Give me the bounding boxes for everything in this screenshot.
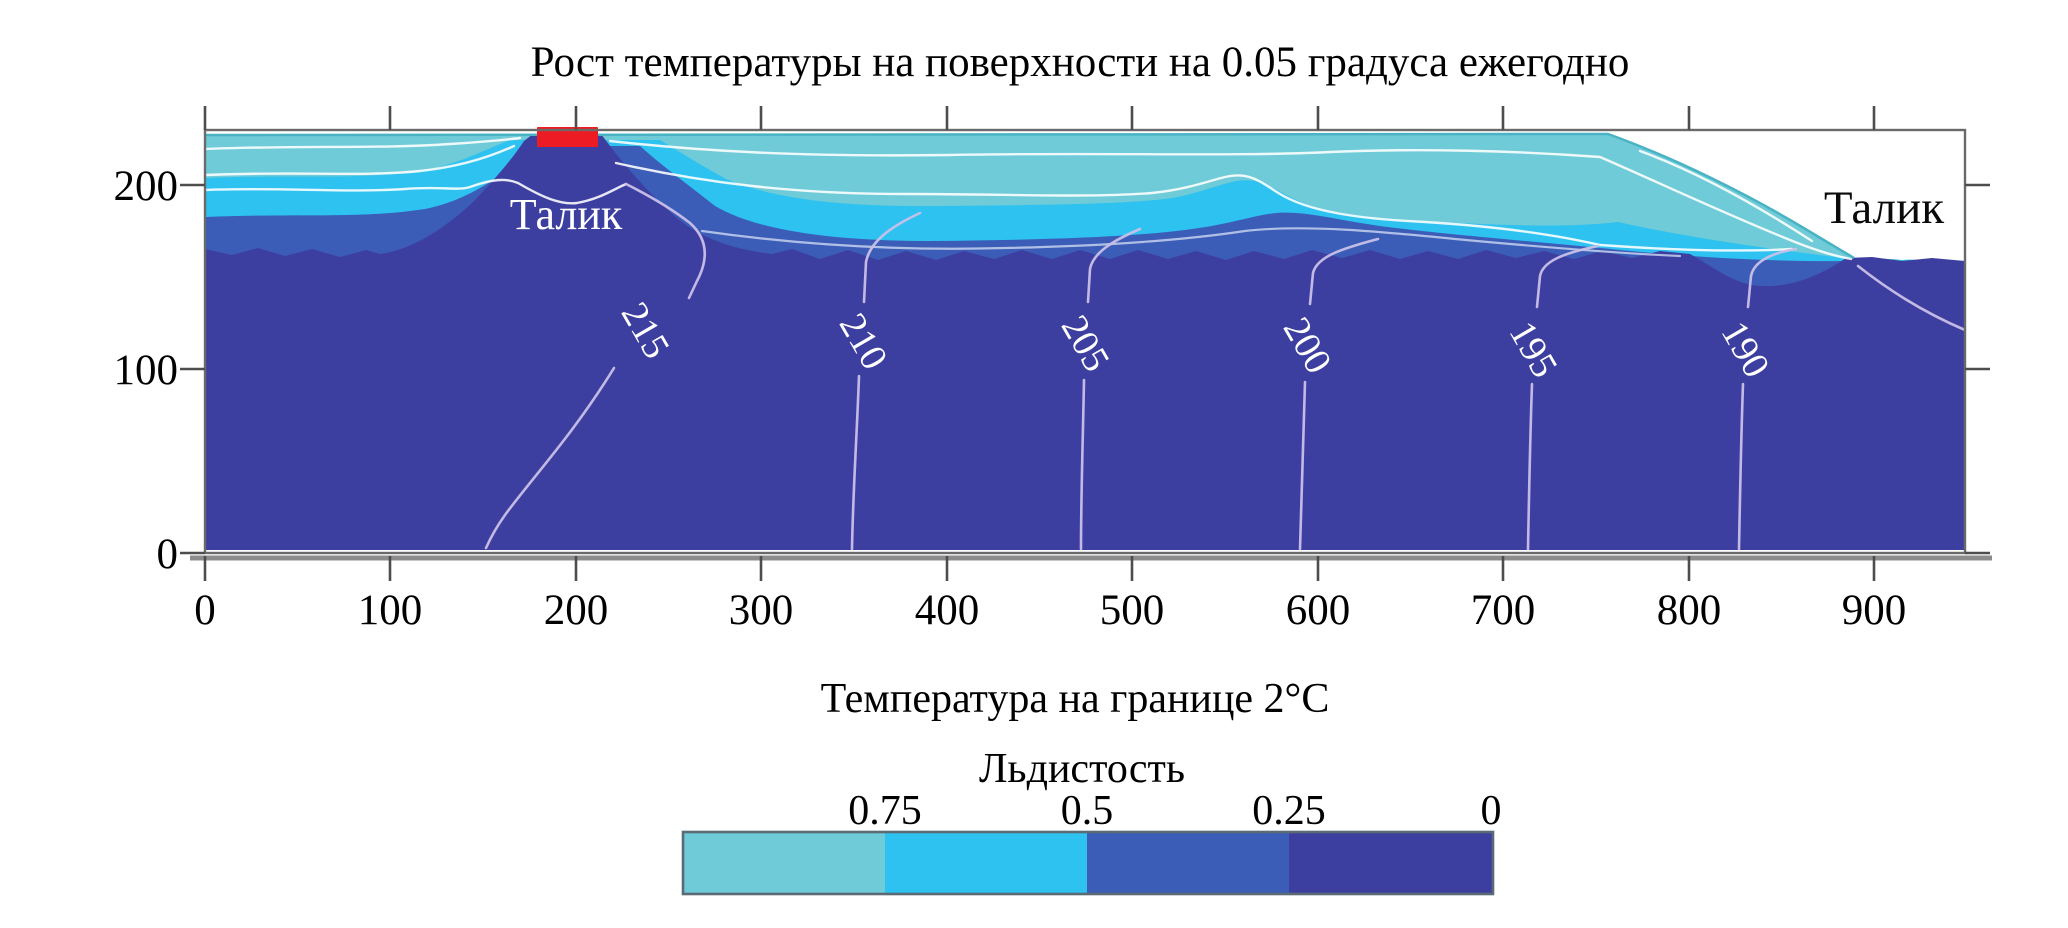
layer-ice-000-025 (205, 134, 1965, 550)
y-axis-ticks-right (1965, 183, 1990, 555)
figure-title: Рост температуры на поверхности на 0.05 … (531, 39, 1630, 86)
x-tick-label: 100 (358, 587, 423, 634)
plot-frame-and-ticks (180, 106, 1992, 581)
x-tick-label: 0 (194, 587, 216, 634)
x-tick-label: 900 (1842, 587, 1907, 634)
boundary-temperature-caption: Температура на границе 2°C (821, 676, 1330, 722)
colorbar-segment-ice-000-025 (1289, 832, 1493, 894)
x-axis-ticks-bottom (203, 556, 1876, 581)
y-axis-ticks-left (180, 183, 205, 555)
x-axis-labels: 0 100 200 300 400 500 600 700 800 900 (194, 587, 1906, 634)
x-tick-label: 500 (1100, 587, 1165, 634)
talik-right-annotation: Талик (1824, 182, 1944, 234)
x-tick-label: 200 (544, 587, 609, 634)
y-tick-label: 200 (114, 163, 179, 210)
colorbar-segment-ice-050-075 (885, 832, 1087, 894)
heat-source-marker (537, 127, 598, 147)
x-axis-ticks-top (203, 106, 1876, 130)
colorbar-tick-label: 0.25 (1252, 788, 1326, 834)
x-tick-label: 600 (1286, 587, 1351, 634)
colorbar-segment-ice-075-100 (683, 832, 885, 894)
y-tick-label: 100 (114, 347, 179, 394)
x-tick-label: 700 (1471, 587, 1536, 634)
talik-right-unfrozen-area (1608, 131, 1966, 260)
x-tick-label: 400 (915, 587, 980, 634)
ice-content-layers (204, 131, 1966, 550)
ground-surface-line (204, 132, 1855, 260)
y-axis-labels: 200 100 0 (114, 163, 179, 578)
ice-content-colorbar: Льдистость 0.75 0.5 0.25 0 (681, 746, 1502, 896)
x-tick-label: 300 (729, 587, 794, 634)
shallow-contour-lines (203, 136, 1967, 332)
colorbar-border (681, 830, 1495, 896)
colorbar-tick-label: 0 (1481, 788, 1502, 834)
y-tick-label: 0 (157, 531, 179, 578)
talik-left-annotation: Талик (510, 190, 623, 239)
plot-frame (203, 128, 1967, 555)
colorbar-title: Льдистость (979, 746, 1185, 792)
talik-right-base-contour (1856, 264, 1967, 332)
colorbar-tick-label: 0.75 (848, 788, 922, 834)
x-tick-label: 800 (1657, 587, 1722, 634)
colorbar-segment-ice-025-050 (1087, 832, 1289, 894)
colorbar-tick-label: 0.5 (1061, 788, 1114, 834)
